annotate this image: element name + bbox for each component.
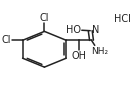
Text: HO: HO xyxy=(65,25,81,35)
Text: HCl: HCl xyxy=(114,14,131,24)
Text: N: N xyxy=(92,25,99,35)
Text: NH₂: NH₂ xyxy=(91,47,109,56)
Text: Cl: Cl xyxy=(40,13,49,23)
Text: OH: OH xyxy=(71,51,86,61)
Text: Cl: Cl xyxy=(1,35,11,45)
